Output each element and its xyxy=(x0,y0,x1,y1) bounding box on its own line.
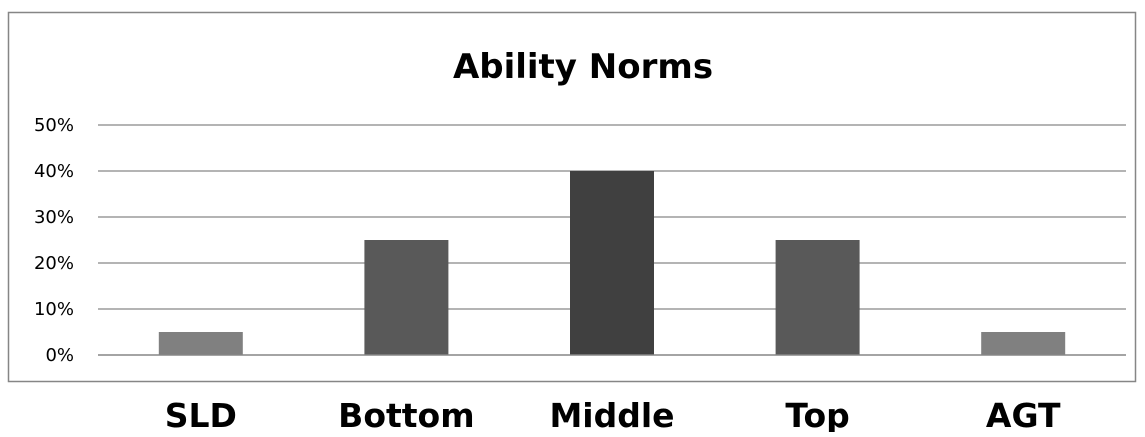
bar-middle xyxy=(570,171,654,355)
x-tick-label-sld: SLD xyxy=(165,396,237,432)
bar-bottom xyxy=(364,240,449,355)
y-axis-tick-labels: 0% 10% 20% 30% 40% 50% xyxy=(34,115,74,366)
y-tick-label: 50% xyxy=(34,115,74,136)
y-tick-label: 10% xyxy=(34,299,74,320)
x-axis-tick-labels: SLD Bottom Middle Top AGT xyxy=(165,396,1061,435)
y-tick-label: 40% xyxy=(34,161,74,182)
chart-title: Ability Norms xyxy=(453,47,713,87)
y-tick-label: 20% xyxy=(34,253,74,274)
x-tick-label-middle: Middle xyxy=(549,396,674,432)
y-tick-label: 30% xyxy=(34,207,74,228)
y-tick-label: 0% xyxy=(45,345,74,366)
bar-sld xyxy=(158,332,243,355)
bar-top xyxy=(775,240,860,355)
x-tick-label-top: Top xyxy=(785,396,849,432)
x-tick-label-bottom: Bottom xyxy=(338,396,474,432)
bars xyxy=(158,171,1066,355)
bar-agt xyxy=(981,332,1066,355)
x-tick-label-agt: AGT xyxy=(986,396,1061,432)
